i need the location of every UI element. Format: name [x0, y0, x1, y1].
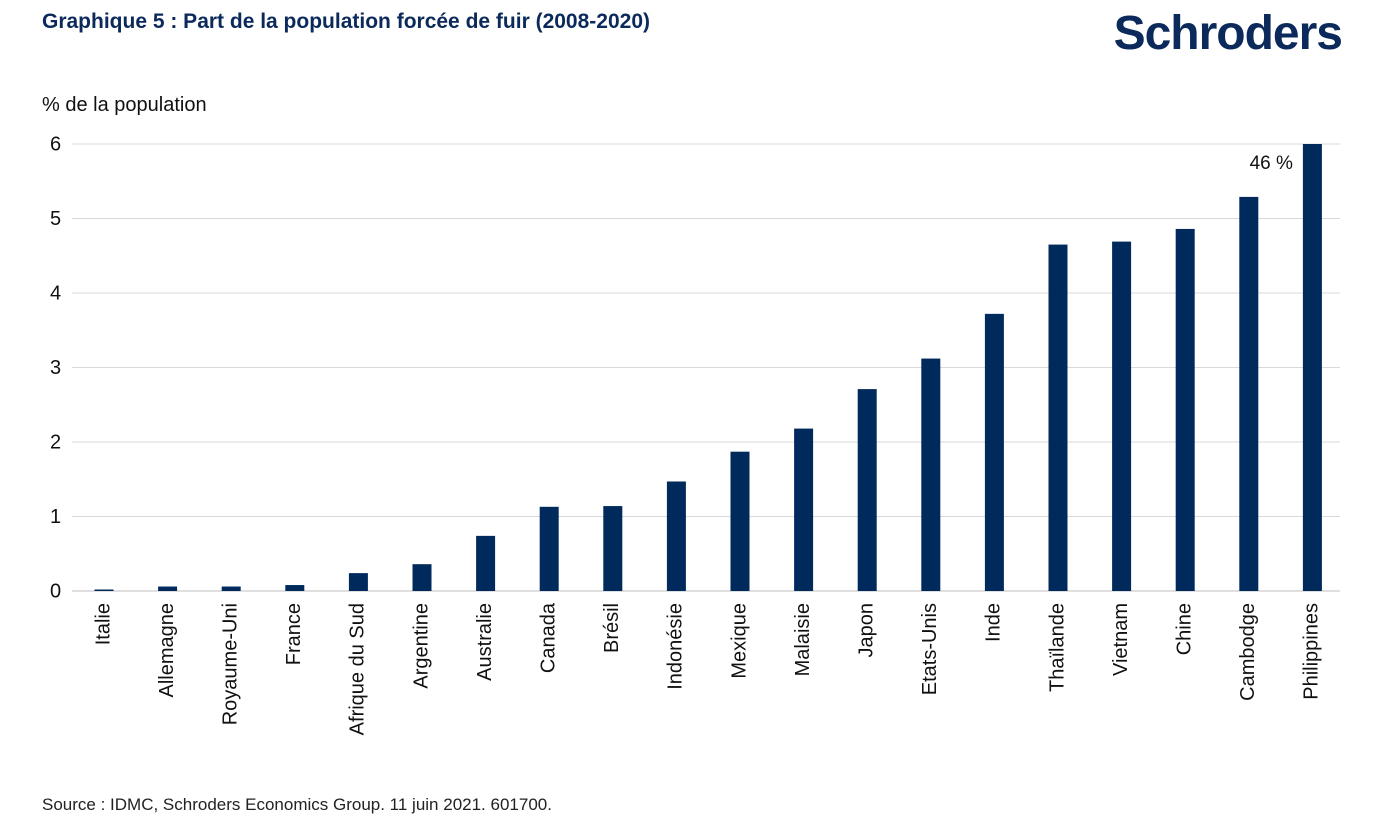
bar-tha-lande	[1048, 244, 1068, 591]
bar-japon	[857, 389, 877, 591]
x-tick-labels: Italie Allemagne Royaume-Uni France Afrique …	[92, 602, 1322, 735]
x-tick-label: Cambodge	[1237, 603, 1259, 701]
x-tick-label: Italie	[92, 603, 114, 645]
bar-australie	[476, 535, 496, 591]
source-note: Source : IDMC, Schroders Economics Group…	[42, 795, 552, 814]
x-tick-label: Brésil	[601, 603, 623, 653]
x-tick-label: Mexique	[728, 603, 750, 679]
bar-argentine	[412, 564, 432, 591]
x-tick-label: Australie	[474, 603, 496, 681]
bar-philippines	[1302, 144, 1322, 591]
bars	[94, 144, 1322, 591]
x-tick-label: Thaïlande	[1046, 603, 1068, 692]
bar-mexique	[730, 451, 750, 591]
bar-italie	[94, 589, 114, 591]
grid-lines	[72, 143, 1340, 592]
x-tick-label: Argentine	[410, 603, 432, 689]
x-tick-label: Afrique du Sud	[347, 603, 369, 735]
schroders-logo: Schroders	[1113, 7, 1343, 60]
annotations: 46 %	[1250, 153, 1293, 174]
x-tick-label: Canada	[537, 602, 559, 673]
chart-title: Graphique 5 : Part de la population forc…	[42, 10, 650, 33]
bar-canada	[539, 506, 559, 591]
x-tick-label: Chine	[1173, 603, 1195, 655]
x-tick-label: Japon	[855, 603, 877, 658]
y-tick-label: 0	[50, 580, 61, 602]
bar-indon-sie	[666, 481, 686, 591]
y-tick-labels: 0 1 2 3 4 5 6	[50, 133, 61, 602]
x-tick-label: Vietnam	[1110, 603, 1132, 676]
bar-allemagne	[158, 586, 178, 591]
y-tick-label: 5	[50, 208, 61, 230]
bar-france	[285, 585, 305, 591]
bar-chine	[1175, 228, 1195, 591]
x-tick-label: Malaisie	[792, 603, 814, 676]
bar-malaisie	[794, 428, 814, 591]
y-tick-label: 1	[50, 506, 61, 528]
x-tick-label: Allemagne	[156, 603, 178, 698]
y-tick-label: 4	[50, 282, 61, 304]
y-tick-label: 6	[50, 133, 61, 155]
y-axis-title: % de la population	[42, 94, 207, 116]
bar-br-sil	[603, 506, 623, 591]
x-tick-label: Philippines	[1301, 603, 1323, 700]
y-tick-label: 2	[50, 431, 61, 453]
bar-afrique-du-sud	[348, 573, 368, 591]
bar-vietnam	[1112, 241, 1132, 591]
data-label-annotation: 46 %	[1250, 153, 1293, 174]
x-tick-label: France	[283, 603, 305, 665]
bar-royaume-uni	[221, 586, 241, 591]
bar-cambodge	[1239, 196, 1259, 591]
x-tick-label: Indonésie	[665, 603, 687, 690]
x-tick-label: Etats-Unis	[919, 603, 941, 695]
y-tick-label: 3	[50, 357, 61, 379]
x-tick-label: Inde	[983, 603, 1005, 642]
bar-etats-unis	[921, 358, 941, 591]
bar-inde	[984, 313, 1004, 591]
x-tick-label: Royaume-Uni	[219, 603, 241, 725]
